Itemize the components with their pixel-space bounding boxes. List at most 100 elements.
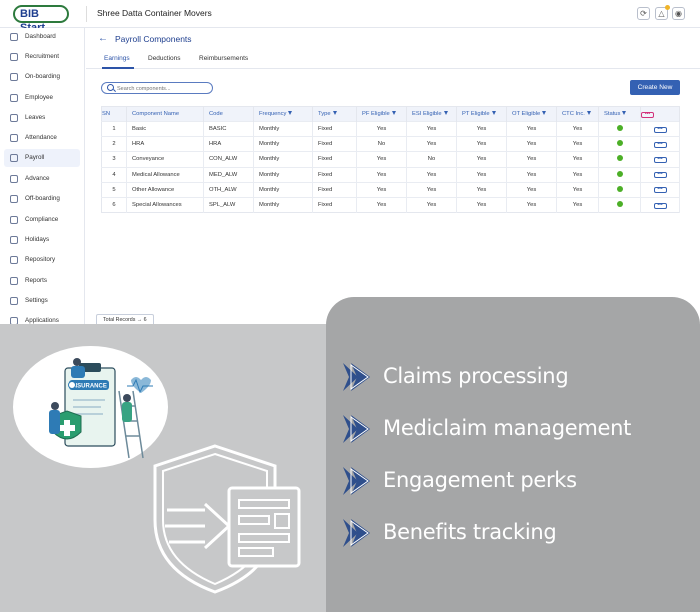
sidebar-item-attendance[interactable]: Attendance (4, 129, 80, 147)
sidebar-item-offboarding[interactable]: Off-boarding (4, 190, 80, 208)
table-row[interactable]: 2 HRA HRA Monthly Fixed No Yes Yes Yes Y… (101, 136, 680, 152)
filter-icon[interactable] (391, 111, 396, 116)
sidebar-item-compliance[interactable]: Compliance (4, 211, 80, 229)
sidebar-item-dashboard[interactable]: Dashboard (4, 28, 80, 46)
holidays-icon (10, 236, 18, 244)
header-sn: SN (101, 106, 127, 122)
filter-icon[interactable] (586, 111, 591, 116)
tab-reimbursements[interactable]: Reimbursements (199, 55, 249, 62)
bell-icon[interactable]: △ (655, 5, 670, 20)
tab-deductions[interactable]: Deductions (148, 55, 181, 62)
filter-icon[interactable] (332, 111, 337, 116)
header-esi-eligible[interactable]: ESI Eligible (406, 106, 457, 122)
payroll-icon (10, 154, 18, 162)
header-ctc-inc[interactable]: CTC Inc. (556, 106, 599, 122)
more-options-icon[interactable]: ••• (653, 202, 667, 209)
refresh-icon[interactable]: ⟳ (637, 7, 650, 20)
header-status[interactable]: Status (598, 106, 641, 122)
tab-bar: Earnings Deductions Reimbursements (86, 49, 700, 69)
more-options-icon[interactable]: ••• (653, 141, 667, 148)
header-ot-eligible[interactable]: OT Eligible (506, 106, 557, 122)
notification-dot (665, 5, 670, 10)
sidebar-item-onboarding[interactable]: On-boarding (4, 68, 80, 86)
header-pt-eligible[interactable]: PT Eligible (456, 106, 507, 122)
insurance-label: INSURANCE (71, 384, 107, 390)
more-options-icon[interactable]: ••• (641, 111, 654, 118)
more-options-icon[interactable]: ••• (653, 156, 667, 163)
header-code[interactable]: Code (203, 106, 254, 122)
create-new-button[interactable]: Create New (630, 80, 680, 95)
header-label: Code (209, 111, 223, 117)
dashboard-icon (10, 33, 18, 41)
table-row[interactable]: 3 Conveyance CON_ALW Monthly Fixed Yes N… (101, 151, 680, 168)
leaves-icon (10, 114, 18, 122)
app-logo[interactable]: BIB Start (13, 5, 69, 34)
sidebar-item-label: Dashboard (25, 33, 56, 40)
sidebar-item-settings[interactable]: Settings (4, 292, 80, 310)
feature-label: Claims processing (383, 364, 569, 388)
cell-actions: ••• (640, 120, 680, 137)
table-header-row: SN Component Name Code Frequency Type PF… (101, 106, 680, 122)
promo-card (326, 297, 700, 612)
cell-actions: ••• (640, 151, 680, 168)
sidebar-item-holidays[interactable]: Holidays (4, 231, 80, 249)
cell-ot: Yes (506, 120, 557, 137)
search-input[interactable] (117, 84, 209, 93)
cell-code: HRA (203, 136, 254, 152)
cell-status (598, 196, 641, 213)
filter-icon[interactable] (542, 111, 547, 116)
filter-icon[interactable] (443, 111, 448, 116)
top-bar: BIB Start Shree Datta Container Movers ⟳… (0, 0, 700, 34)
cell-actions: ••• (640, 166, 680, 183)
cell-code: MED_ALW (203, 166, 254, 183)
table-row[interactable]: 5 Other Allowance OTH_ALW Monthly Fixed … (101, 181, 680, 198)
header-pf-eligible[interactable]: PF Eligible (356, 106, 407, 122)
more-options-icon[interactable]: ••• (653, 126, 667, 133)
user-icon[interactable]: ◉ (672, 7, 685, 20)
sidebar-item-payroll[interactable]: Payroll (4, 149, 80, 167)
filter-icon[interactable] (288, 111, 293, 116)
cell-pt: Yes (456, 136, 507, 152)
header-label: ESI Eligible (412, 111, 442, 117)
attendance-icon (10, 134, 18, 142)
sidebar-item-advance[interactable]: Advance (4, 170, 80, 188)
sidebar-item-label: Compliance (25, 216, 59, 223)
sidebar-item-reports[interactable]: Reports (4, 272, 80, 290)
table-row[interactable]: 6 Special Allowances SPL_ALW Monthly Fix… (101, 196, 680, 213)
sidebar-item-repository[interactable]: Repository (4, 251, 80, 269)
header-type[interactable]: Type (312, 106, 357, 122)
header-label: Component Name (132, 111, 180, 117)
table-row[interactable]: 4 Medical Allowance MED_ALW Monthly Fixe… (101, 166, 680, 183)
cell-esi: Yes (406, 181, 457, 198)
filter-icon[interactable] (622, 111, 627, 116)
chevron-right-icon (343, 519, 370, 547)
compliance-icon (10, 216, 18, 224)
sidebar-item-label: Employee (25, 94, 54, 101)
sidebar-item-leaves[interactable]: Leaves (4, 109, 80, 127)
header-frequency[interactable]: Frequency (253, 106, 313, 122)
header-actions[interactable]: ••• (640, 106, 680, 122)
tab-earnings[interactable]: Earnings (104, 55, 130, 62)
table-row[interactable]: 1 Basic BASIC Monthly Fixed Yes Yes Yes … (101, 120, 680, 137)
sidebar-item-label: Recruitment (25, 53, 59, 60)
back-arrow-icon[interactable]: ← (98, 33, 108, 44)
cell-frequency: Monthly (253, 151, 313, 168)
cell-type: Fixed (312, 136, 357, 152)
sidebar-item-label: Reports (25, 277, 48, 284)
filter-icon[interactable] (491, 111, 496, 116)
settings-icon (10, 297, 18, 305)
header-label: PF Eligible (362, 111, 390, 117)
header-label: Type (318, 111, 331, 117)
cell-sn: 4 (101, 166, 127, 183)
more-options-icon[interactable]: ••• (653, 187, 667, 194)
sidebar-item-employee[interactable]: Employee (4, 89, 80, 107)
components-table: SN Component Name Code Frequency Type PF… (101, 106, 680, 214)
more-options-icon[interactable]: ••• (653, 172, 667, 179)
cell-frequency: Monthly (253, 166, 313, 183)
search-box[interactable] (101, 82, 213, 94)
sidebar-item-label: Attendance (25, 134, 57, 141)
sidebar-item-recruitment[interactable]: Recruitment (4, 48, 80, 66)
cell-code: BASIC (203, 120, 254, 137)
header-component-name[interactable]: Component Name (126, 106, 204, 122)
cell-status (598, 136, 641, 152)
